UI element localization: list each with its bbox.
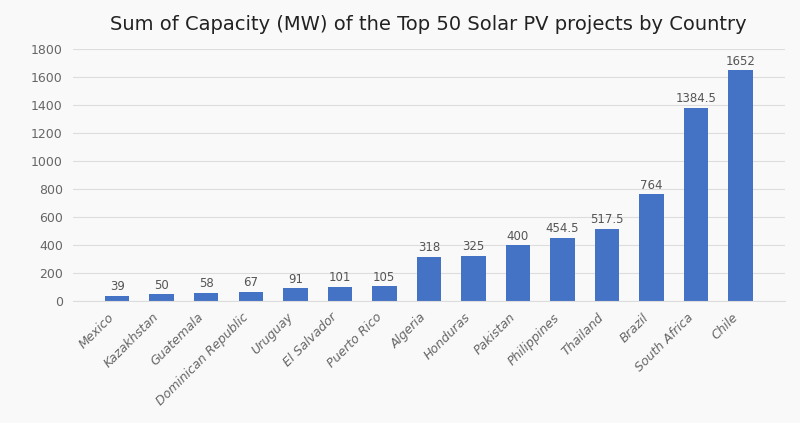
Bar	[594, 229, 619, 301]
Text: 764: 764	[640, 179, 662, 192]
Text: 50: 50	[154, 278, 169, 291]
Bar	[238, 292, 263, 301]
Bar	[550, 238, 574, 301]
Text: 101: 101	[329, 272, 351, 284]
Bar	[105, 296, 130, 301]
Bar	[684, 107, 708, 301]
Text: 67: 67	[243, 276, 258, 289]
Text: 58: 58	[199, 277, 214, 291]
Text: 1652: 1652	[726, 55, 755, 68]
Text: 39: 39	[110, 280, 125, 293]
Bar	[417, 257, 441, 301]
Text: 105: 105	[373, 271, 395, 284]
Text: 454.5: 454.5	[546, 222, 579, 235]
Text: 400: 400	[506, 230, 529, 243]
Text: 1384.5: 1384.5	[675, 92, 716, 105]
Bar	[372, 286, 397, 301]
Text: 91: 91	[288, 273, 302, 286]
Bar	[327, 287, 352, 301]
Bar	[728, 70, 753, 301]
Bar	[283, 288, 307, 301]
Bar	[194, 293, 218, 301]
Bar	[150, 294, 174, 301]
Bar	[639, 194, 663, 301]
Text: 325: 325	[462, 240, 485, 253]
Bar	[461, 255, 486, 301]
Text: 517.5: 517.5	[590, 213, 623, 226]
Bar	[506, 245, 530, 301]
Text: 318: 318	[418, 241, 440, 254]
Title: Sum of Capacity (MW) of the Top 50 Solar PV projects by Country: Sum of Capacity (MW) of the Top 50 Solar…	[110, 15, 747, 34]
